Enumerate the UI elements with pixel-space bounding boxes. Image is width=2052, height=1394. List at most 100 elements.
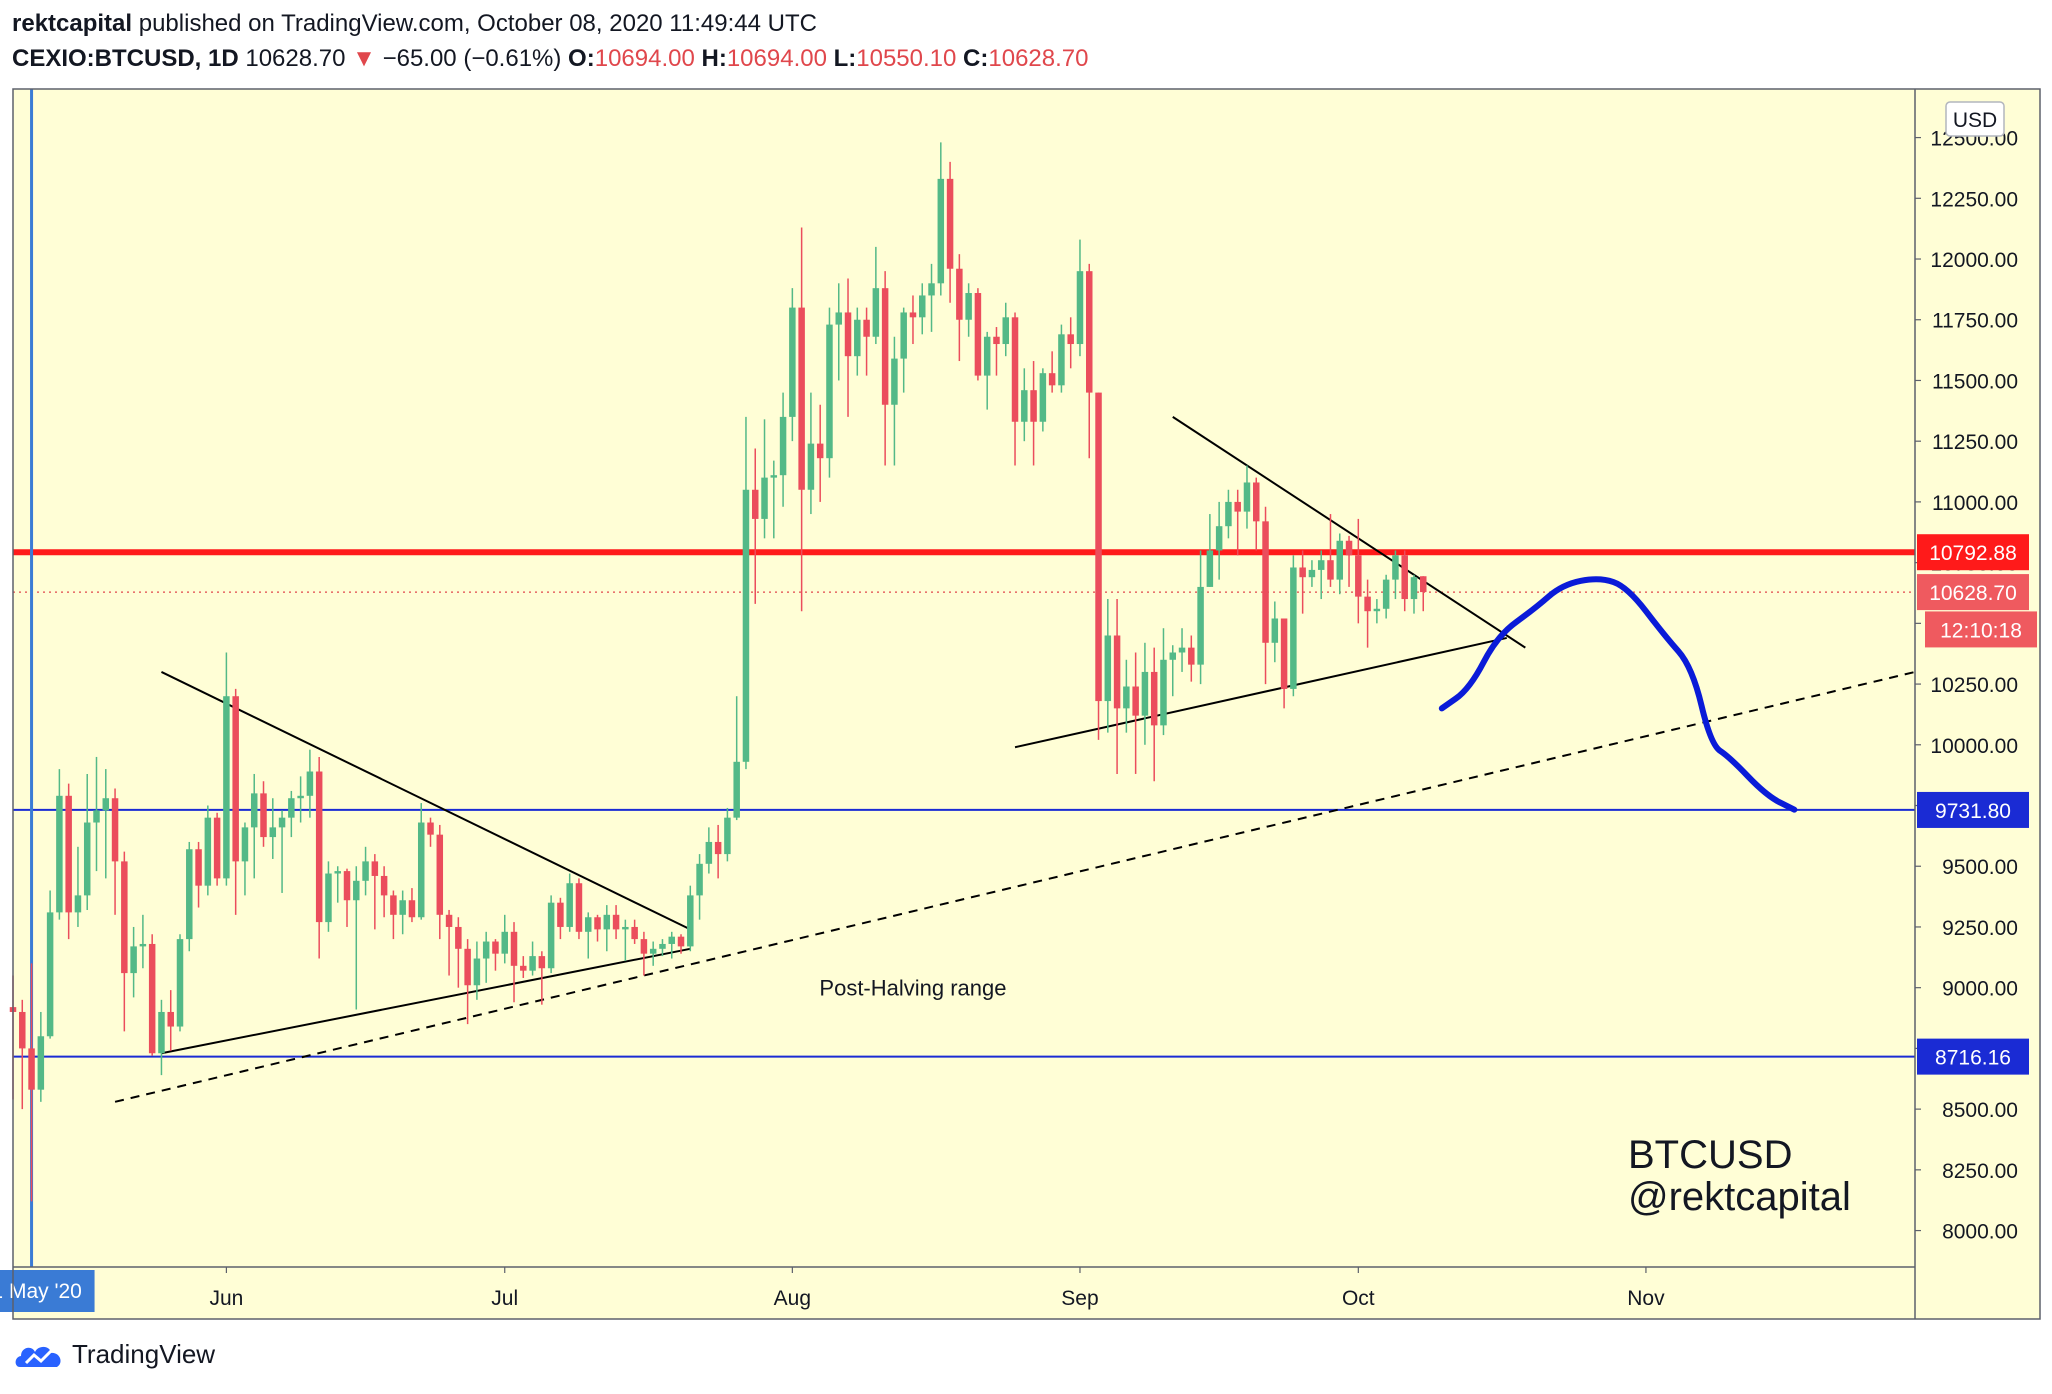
author-name[interactable]: rektcapital [12,10,133,37]
price-tick-label: 10000.00 [1930,735,2018,758]
red-price-label: 10792.88 [1929,542,2017,565]
candle-down [993,336,1000,345]
tradingview-footer[interactable]: TradingView [14,1337,215,1371]
time-axis-background [13,1267,2040,1319]
candle-up [83,822,91,896]
candle-down [408,900,416,918]
candle-up [186,849,193,940]
blue-price-label-box [1917,791,2029,828]
candle-down [816,443,824,459]
candle-up [325,873,332,923]
candle-down [492,941,499,954]
candle-down [844,312,852,357]
candle-up [417,822,425,918]
blue-price-label-box [1917,1038,2029,1075]
time-tick-label: Jun [209,1287,243,1310]
annotation-text: Post-Halving range [819,976,1006,1001]
candle-up [1104,635,1112,702]
high-label: H: [701,45,727,72]
candle-up [74,895,82,913]
candle-up [696,863,703,896]
candle-up [176,939,184,1027]
high-value: 10694.00 [726,45,827,72]
candle-down [1401,555,1408,600]
candle-down [1132,686,1139,716]
candle-up [928,283,935,296]
candle-up [1243,482,1251,512]
candle-up [789,307,796,417]
candle-up [362,861,369,881]
candle-up [1410,577,1418,600]
time-tick-label: Nov [1627,1287,1665,1310]
candle-up [1197,586,1204,665]
candle-up [223,696,230,879]
candle-up [770,475,778,478]
candle-down [520,965,527,971]
time-tick-label: Sep [1061,1287,1098,1310]
candle-up [724,817,731,855]
candle-down [1048,373,1056,386]
candle-up [102,798,110,811]
candle-down [1095,392,1102,702]
currency-label: USD [1953,109,1997,132]
candle-up [1141,671,1149,716]
price-tick-label: 9500.00 [1942,856,2018,879]
candle-up [1021,390,1028,422]
dashed-trendline [114,670,1916,1103]
candle-down [881,288,889,405]
candle-down [612,914,620,930]
candle-up [742,489,750,762]
candle-up [278,817,286,828]
candle-up [937,178,945,284]
candle-down [1280,618,1288,689]
currency-button[interactable]: USD [1945,101,2005,137]
candle-down [640,939,648,954]
candle-down [464,948,471,986]
symbol-label: CEXIO:BTCUSD, 1D [12,45,239,72]
candle-down [148,943,156,1054]
candle-down [315,771,323,923]
candle-up [306,771,314,796]
candle-down [538,956,546,969]
candle-up [649,948,657,954]
last-price-label: 10628.70 [1929,582,2017,605]
candle-down [714,841,722,855]
price-tick-label: 9000.00 [1942,978,2018,1001]
candle-up [733,761,740,818]
candle-up [1058,334,1065,386]
price-tick-label: 11000.00 [1932,492,2018,515]
candle-up [1206,550,1214,587]
time-tick-label: Oct [1342,1287,1375,1310]
candle-up [965,293,972,320]
candle-down [751,489,759,519]
candle-up [1271,618,1279,643]
candle-up [399,900,406,915]
open-value: 10694.00 [594,45,695,72]
time-axis[interactable]: Jun Jul Aug Sep Oct Nov 11 May '20 [0,1267,1665,1312]
candle-up [1336,540,1344,580]
candle-up [1178,647,1186,653]
time-tick-label: Jul [491,1287,518,1310]
crosshair-date-box [0,1270,95,1312]
projected-price-path [1438,576,1798,813]
candle-down [1345,540,1353,556]
candle-down [1355,555,1362,597]
candle-down [213,817,221,879]
price-tick-label: 8000.00 [1942,1221,2018,1244]
candle-up [687,895,694,947]
candle-down [631,926,638,940]
price-tick-label: 11750.00 [1932,310,2018,333]
candle-down [445,914,453,927]
tradingview-brand: TradingView [72,1338,216,1369]
candle-up [1123,686,1130,709]
price-labels: 10792.88 10628.70 12:10:18 9731.80 8716.16 [1917,534,2037,1075]
candle-up [288,798,295,818]
candle-up [1308,569,1316,578]
candle-down [390,895,397,915]
trendline [161,947,691,1055]
candle-up [547,902,555,969]
candles [9,142,1427,1202]
candle-down [909,312,917,318]
published-text: published on TradingView.com, October 08… [138,10,817,37]
